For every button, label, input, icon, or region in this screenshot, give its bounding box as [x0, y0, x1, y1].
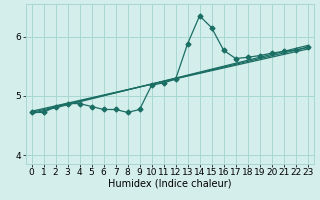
X-axis label: Humidex (Indice chaleur): Humidex (Indice chaleur) — [108, 179, 231, 189]
